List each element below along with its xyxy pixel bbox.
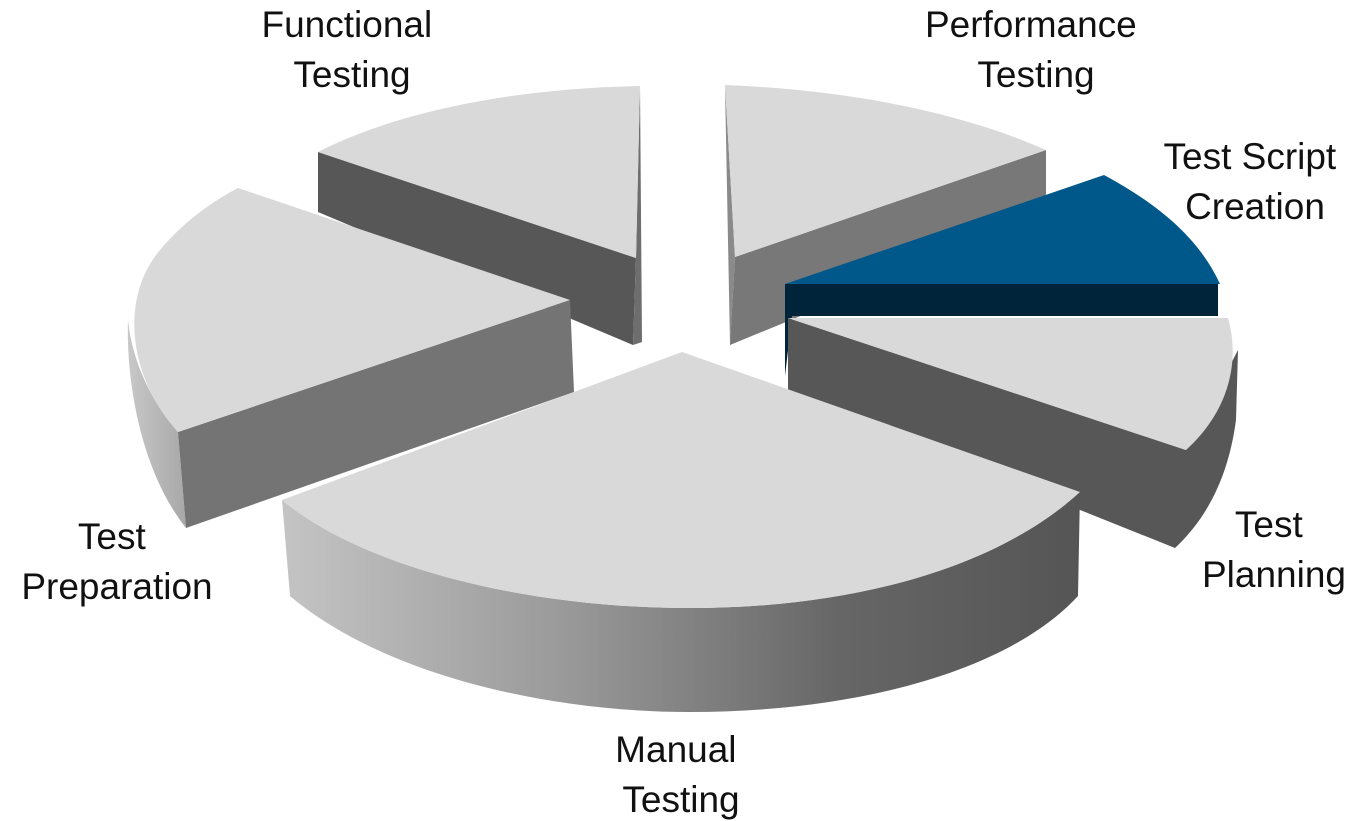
slice-functional-testing-top [318, 86, 640, 258]
slice-manual-testing-side [282, 492, 1080, 712]
slice-performance-testing-cut-face [725, 85, 735, 345]
label-manual-testing-line-1: Manual [615, 729, 736, 770]
slice-test-planning-top [788, 318, 1233, 450]
label-test-preparation-line-1: Test [78, 516, 147, 557]
slice-test-preparation-outer-side [127, 320, 186, 528]
label-manual-testing-line-2: Testing [622, 779, 739, 820]
slice-test-planning [788, 318, 1238, 548]
slice-test-script-creation-top [785, 175, 1220, 284]
label-test-script-creation-line-2: Creation [1185, 186, 1325, 227]
slice-test-preparation-top [134, 188, 570, 432]
label-test-preparation-line-2: Preparation [21, 566, 212, 607]
label-test-script-creation: Test Script Creation [1164, 136, 1347, 227]
slice-functional-testing-cut-face-right [633, 86, 642, 345]
label-performance-testing-line-2: Testing [977, 54, 1094, 95]
slice-manual-testing [282, 352, 1080, 712]
label-performance-testing-line-1: Performance [925, 4, 1137, 45]
label-functional-testing-line-2: Testing [293, 54, 410, 95]
label-test-preparation: Test Preparation [21, 516, 212, 607]
slice-test-preparation-cut-face [178, 300, 574, 528]
label-performance-testing: Performance Testing [925, 4, 1147, 95]
slice-test-script-creation [785, 175, 1220, 376]
label-functional-testing: Functional Testing [262, 4, 443, 95]
label-functional-testing-line-1: Functional [262, 4, 433, 45]
slice-manual-testing-top [282, 352, 1080, 608]
label-test-planning-line-1: Test [1235, 504, 1304, 545]
label-test-planning: Test Planning [1202, 504, 1346, 595]
slice-test-planning-side [788, 318, 1238, 548]
slice-labels: Functional Testing Performance Testing T… [21, 4, 1346, 820]
label-test-planning-line-2: Planning [1202, 554, 1346, 595]
label-test-script-creation-line-1: Test Script [1164, 136, 1337, 177]
slice-performance-testing-top [725, 85, 1046, 257]
label-manual-testing: Manual Testing [615, 729, 747, 820]
slice-test-script-creation-side [785, 284, 1218, 376]
slice-test-preparation [127, 188, 574, 528]
